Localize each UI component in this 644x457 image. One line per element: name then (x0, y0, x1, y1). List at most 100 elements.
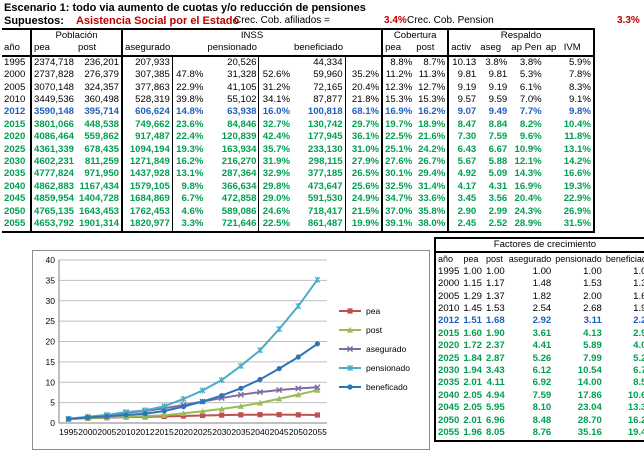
table-cell (544, 131, 562, 143)
data-point (295, 391, 302, 398)
table-cell: 4.31 (488, 180, 508, 192)
table-cell: 3.3% (171, 218, 206, 233)
column-header: pensionado (205, 42, 259, 57)
group-poblacion: Población (29, 27, 124, 43)
data-point (256, 347, 264, 354)
data-point (256, 399, 264, 406)
data-point (161, 412, 168, 418)
growth-factors-table: Factores de crecimiento año pea post asegur… (433, 236, 644, 442)
table-cell: 21.8% (344, 94, 384, 107)
data-point (161, 403, 168, 410)
table-cell: 22.4% (171, 131, 206, 144)
table-cell: 14.2% (561, 156, 595, 169)
data-point (346, 326, 354, 333)
growth-cell: 1.48 (532, 278, 552, 290)
growth-column-header: post (486, 254, 504, 265)
legend-label: pea (366, 306, 380, 316)
table-cell: 31.2% (258, 81, 292, 95)
growth-cell: 2.00 (583, 290, 602, 302)
table-cell: 287,364 (221, 168, 257, 180)
table-cell: 9.6% (519, 131, 542, 143)
table-cell: 9.8% (561, 106, 595, 119)
table-row: 2000 2737,828 276,379 307,385 47.8% 31,328 52.… (2, 69, 595, 82)
x-tick-label: 2005 (97, 427, 116, 437)
table-cell: 2.90 (457, 205, 477, 217)
data-point (314, 384, 321, 391)
table-cell: 9.8% (171, 180, 206, 194)
growth-cell: 1.90 (486, 327, 505, 339)
data-point (314, 276, 321, 283)
column-header: post (76, 42, 124, 57)
data-point (180, 413, 187, 419)
column-header: ap Pen (509, 42, 544, 57)
growth-cell: 2.05 (463, 402, 483, 414)
data-point (180, 395, 187, 403)
table-cell: 7.8% (561, 69, 595, 82)
table-cell: 32.7% (258, 118, 292, 132)
table-row: 2020 4086,464 559,862 917,487 22.4% 120,839 42… (2, 131, 595, 144)
growth-column-header: año (433, 252, 462, 266)
table-cell: 26.5% (344, 168, 384, 181)
x-tick-label: 2040 (251, 427, 270, 437)
table-cell: 2.99 (488, 205, 508, 217)
table-cell: 3449,536 (29, 94, 77, 107)
table-cell (544, 106, 562, 118)
table-cell: 366,634 (221, 180, 257, 192)
table-cell: 63,938 (227, 106, 257, 118)
table-cell: 120,839 (221, 131, 257, 143)
x-tick-label: 2055 (308, 427, 327, 437)
growth-cell: 2.27 (603, 315, 644, 328)
table-cell: 2.45 (448, 218, 479, 233)
growth-year-cell: 1995 (433, 265, 462, 279)
table-cell: 5.67 (457, 156, 477, 168)
table-row: 2040 4862,883 1167,434 1579,105 9.8% 366,634 2… (2, 180, 595, 194)
table-cell: 559,862 (76, 131, 124, 144)
group-cobertura: Cobertura (382, 27, 450, 43)
growth-cell: 5.26 (603, 352, 644, 366)
growth-cell: 19.43 (603, 427, 644, 442)
table-cell: 100,818 (307, 106, 343, 118)
table-cell (544, 82, 562, 94)
year-cell: 2020 (4, 131, 26, 143)
table-cell: 22.9% (171, 81, 206, 95)
growth-year-cell: 2025 (433, 352, 462, 366)
data-point (276, 386, 283, 394)
year-cell: 2012 (4, 106, 26, 118)
growth-cell: 1.68 (486, 315, 505, 327)
column-header: beneficiado (291, 42, 346, 57)
table-cell: 31.9% (258, 156, 292, 169)
table-cell: 32.9% (258, 168, 292, 181)
growth-cell: 4.01 (603, 340, 644, 353)
year-cell: 2025 (4, 143, 26, 155)
growth-cell: 8.48 (532, 414, 552, 426)
table-cell: 28.9% (509, 218, 544, 233)
growth-year-cell: 2015 (433, 327, 462, 341)
data-point (314, 341, 321, 347)
data-point (276, 326, 283, 333)
growth-cell: 1.98 (603, 303, 644, 316)
growth-column-header: asegurado (508, 254, 552, 265)
column-header-row: año pea post asegurado pensionado beneficiado… (2, 42, 595, 57)
table-cell (543, 218, 562, 233)
column-header: año (2, 42, 31, 57)
legend-label: post (366, 325, 383, 335)
table-row: 2005 3070,148 324,357 377,863 22.9% 41,105 31.… (2, 81, 595, 95)
table-cell: 10.13 (452, 56, 477, 68)
column-header: asegurado (122, 42, 173, 57)
table-cell (344, 55, 384, 70)
supuestos-label: Supuestos: (4, 15, 64, 27)
growth-cell: 1.63 (603, 290, 644, 304)
table-cell: 33.6% (414, 193, 450, 206)
table-cell: 6.43 (457, 143, 477, 155)
year-cell: 2005 (4, 81, 26, 93)
table-cell: 7.30 (457, 131, 477, 143)
column-header: IVM (561, 42, 595, 57)
table-cell: 10.9% (514, 143, 542, 155)
table-cell: 1901,314 (76, 218, 124, 233)
table-cell: 177,945 (307, 131, 343, 143)
table-cell: 861,487 (291, 218, 346, 233)
